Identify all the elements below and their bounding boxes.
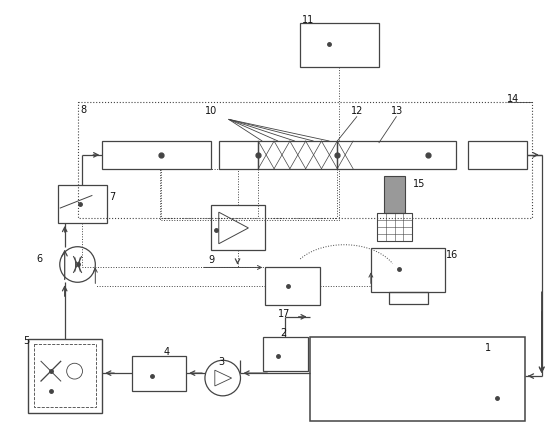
Bar	[219, 141, 258, 169]
Bar	[384, 176, 405, 213]
Bar	[377, 213, 412, 241]
Text: 11: 11	[302, 15, 314, 25]
Bar	[160, 169, 339, 220]
Bar	[34, 345, 96, 407]
Bar	[132, 356, 186, 391]
Bar	[468, 141, 527, 169]
Bar	[77, 102, 532, 218]
Bar	[263, 336, 307, 371]
Text: 5: 5	[23, 336, 30, 345]
Bar	[389, 292, 428, 304]
Bar	[28, 339, 102, 413]
Text: 14: 14	[507, 94, 519, 103]
Text: 13: 13	[391, 107, 403, 116]
Bar	[337, 141, 456, 169]
Text: 3: 3	[219, 358, 225, 367]
Text: 6: 6	[36, 254, 42, 263]
Text: 7: 7	[109, 192, 115, 202]
Text: 9: 9	[208, 254, 214, 265]
Text: 8: 8	[81, 105, 87, 116]
Bar	[58, 185, 107, 223]
Bar	[258, 141, 337, 169]
Text: 1: 1	[486, 344, 492, 353]
Text: 2: 2	[280, 327, 286, 338]
Bar	[310, 336, 525, 421]
Text: 16: 16	[446, 250, 458, 260]
Bar	[211, 205, 265, 250]
Bar	[300, 22, 379, 67]
Bar	[102, 141, 211, 169]
Text: 17: 17	[278, 309, 291, 319]
Bar	[265, 267, 320, 305]
Text: 10: 10	[205, 107, 217, 116]
Text: 12: 12	[351, 107, 363, 116]
Bar	[371, 248, 445, 292]
Text: 15: 15	[413, 179, 426, 189]
Text: 4: 4	[164, 348, 170, 358]
